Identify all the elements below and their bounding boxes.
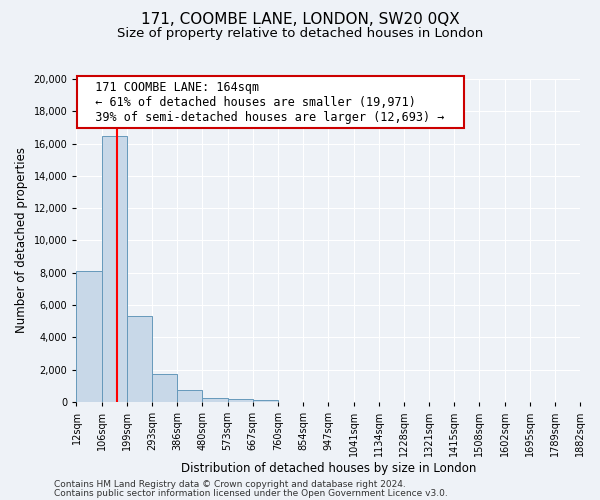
Bar xyxy=(102,136,127,402)
Text: Contains public sector information licensed under the Open Government Licence v3: Contains public sector information licen… xyxy=(54,488,448,498)
Bar xyxy=(253,400,278,402)
Bar xyxy=(152,374,177,402)
Bar xyxy=(227,400,253,402)
Text: Size of property relative to detached houses in London: Size of property relative to detached ho… xyxy=(117,28,483,40)
Bar xyxy=(76,271,102,402)
Y-axis label: Number of detached properties: Number of detached properties xyxy=(15,148,28,334)
Bar xyxy=(177,390,202,402)
Text: 171 COOMBE LANE: 164sqm
  ← 61% of detached houses are smaller (19,971)
  39% of: 171 COOMBE LANE: 164sqm ← 61% of detache… xyxy=(82,80,459,124)
Text: Contains HM Land Registry data © Crown copyright and database right 2024.: Contains HM Land Registry data © Crown c… xyxy=(54,480,406,489)
X-axis label: Distribution of detached houses by size in London: Distribution of detached houses by size … xyxy=(181,462,476,475)
Text: 171, COOMBE LANE, LONDON, SW20 0QX: 171, COOMBE LANE, LONDON, SW20 0QX xyxy=(140,12,460,28)
Bar xyxy=(202,398,227,402)
Bar xyxy=(127,316,152,402)
